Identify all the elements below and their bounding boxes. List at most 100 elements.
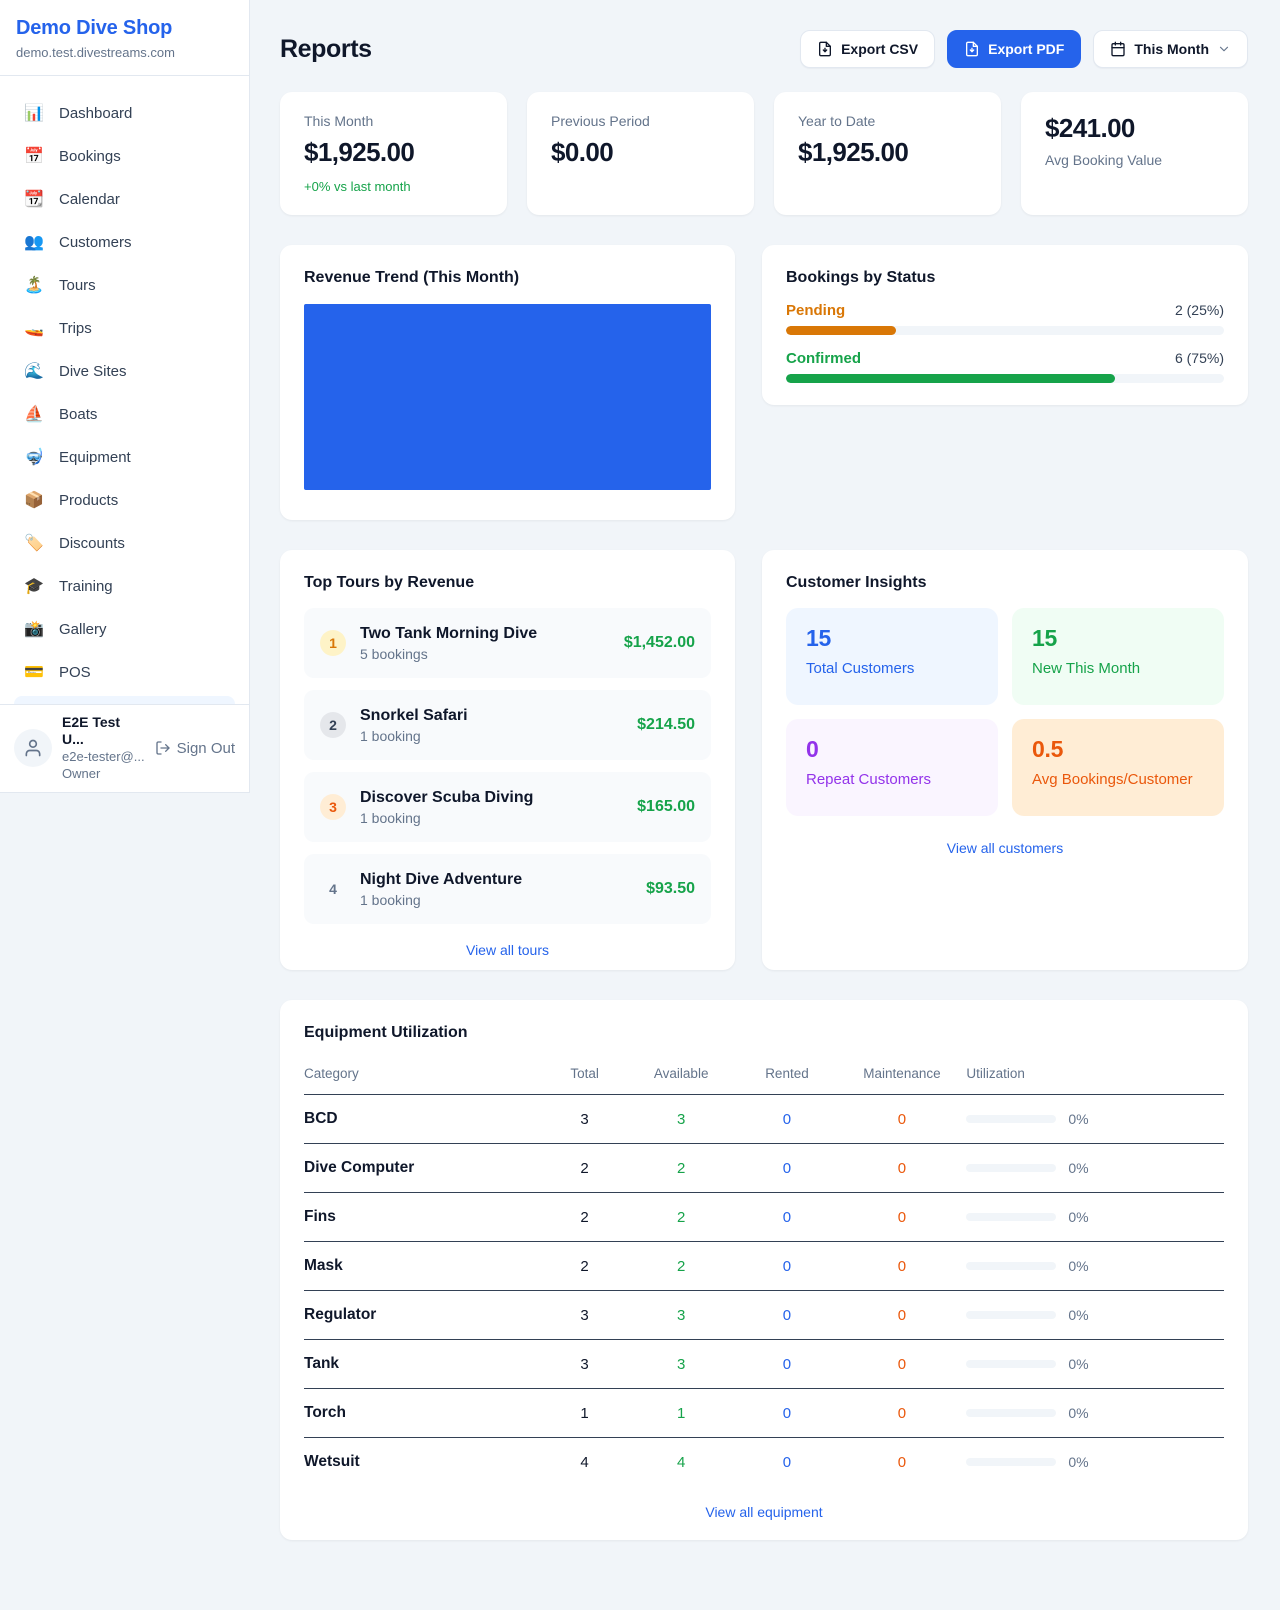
sign-out-button[interactable]: Sign Out <box>155 740 235 757</box>
utilization-label: 0% <box>1068 1356 1089 1372</box>
maintenance-cell: 0 <box>837 1290 967 1340</box>
utilization-label: 0% <box>1068 1454 1089 1470</box>
tour-name: Snorkel Safari <box>360 706 468 724</box>
table-row: Dive Computer 2 2 0 0 0% <box>304 1143 1224 1193</box>
total-cell: 1 <box>543 1388 626 1438</box>
column-header: Rented <box>736 1056 838 1095</box>
credit-card-icon: 💳 <box>24 664 44 681</box>
stat-label: Previous Period <box>551 113 650 129</box>
rank-badge: 3 <box>320 794 346 820</box>
utilization-cell: 0% <box>966 1241 1224 1291</box>
period-label: This Month <box>1134 41 1209 57</box>
category-cell: Mask <box>304 1241 544 1291</box>
sidebar-item-bookings[interactable]: 📅 Bookings <box>12 135 237 178</box>
available-cell: 2 <box>625 1192 737 1242</box>
tour-list: 1 Two Tank Morning Dive 5 bookings $1,45… <box>304 608 711 924</box>
rented-cell: 0 <box>736 1339 838 1389</box>
status-row-pending: Pending 2 (25%) <box>786 302 1224 335</box>
diving-mask-icon: 🤿 <box>24 449 44 466</box>
export-pdf-button[interactable]: Export PDF <box>947 30 1082 68</box>
tile-label: Repeat Customers <box>806 771 932 788</box>
sidebar-item-trips[interactable]: 🚤 Trips <box>12 307 237 350</box>
progress-track <box>786 326 1224 335</box>
available-cell: 3 <box>625 1094 737 1144</box>
sidebar-item-dive-sites[interactable]: 🌊 Dive Sites <box>12 350 237 393</box>
table-row: Regulator 3 3 0 0 0% <box>304 1290 1224 1340</box>
tour-bookings: 1 booking <box>360 809 421 826</box>
maintenance-cell: 0 <box>837 1094 967 1144</box>
speedboat-icon: 🚤 <box>24 320 44 337</box>
tile-total-customers: 15 Total Customers <box>786 608 998 705</box>
utilization-cell: 0% <box>966 1438 1224 1487</box>
sidebar-item-calendar[interactable]: 📆 Calendar <box>12 178 237 221</box>
period-dropdown[interactable]: This Month <box>1093 30 1248 68</box>
status-label: Pending <box>786 302 846 319</box>
stat-card-avg-booking-value: $241.00 Avg Booking Value <box>1021 92 1248 215</box>
maintenance-cell: 0 <box>837 1339 967 1389</box>
utilization-cell: 0% <box>966 1290 1224 1340</box>
maintenance-cell: 0 <box>837 1241 967 1291</box>
view-all-customers-link[interactable]: View all customers <box>946 840 1064 856</box>
sidebar-item-pos[interactable]: 💳 POS <box>12 651 237 694</box>
card-title: Equipment Utilization <box>304 1024 468 1041</box>
brand-name[interactable]: Demo Dive Shop <box>16 17 173 39</box>
utilization-label: 0% <box>1068 1160 1089 1176</box>
sidebar-item-training[interactable]: 🎓 Training <box>12 565 237 608</box>
utilization-track <box>966 1458 1057 1466</box>
sidebar-item-reports-active-partial[interactable] <box>14 696 235 704</box>
tour-bookings: 1 booking <box>360 891 421 908</box>
list-item: 4 Night Dive Adventure 1 booking $93.50 <box>304 854 711 924</box>
stats-row: This Month $1,925.00 +0% vs last month P… <box>280 92 1248 215</box>
stat-value: $0.00 <box>551 137 614 167</box>
category-cell: Wetsuit <box>304 1453 360 1470</box>
stat-label: This Month <box>304 113 374 129</box>
utilization-cell: 0% <box>966 1094 1224 1144</box>
avatar <box>14 729 52 767</box>
list-item: 2 Snorkel Safari 1 booking $214.50 <box>304 690 711 760</box>
total-cell: 2 <box>543 1143 626 1193</box>
sidebar-item-label: Trips <box>59 320 92 337</box>
sidebar-item-dashboard[interactable]: 📊 Dashboard <box>12 92 237 135</box>
stat-label: Avg Booking Value <box>1045 152 1163 168</box>
island-icon: 🏝️ <box>24 277 44 294</box>
tile-value: 0.5 <box>1032 736 1064 762</box>
utilization-track <box>966 1213 1057 1221</box>
sidebar-item-label: Discounts <box>59 535 125 552</box>
rented-cell: 0 <box>736 1094 838 1144</box>
view-all-equipment-link[interactable]: View all equipment <box>705 1504 823 1520</box>
table-row: Wetsuit 4 4 0 0 0% <box>304 1438 1224 1487</box>
page-header: Reports Export CSV Export PDF This Month <box>280 30 1248 68</box>
charts-row: Revenue Trend (This Month) Bookings by S… <box>280 245 1248 520</box>
total-cell: 3 <box>543 1094 626 1144</box>
sidebar-item-discounts[interactable]: 🏷️ Discounts <box>12 522 237 565</box>
header-actions: Export CSV Export PDF This Month <box>800 30 1248 68</box>
sidebar-item-label: Customers <box>59 234 132 251</box>
tour-name: Discover Scuba Diving <box>360 788 534 806</box>
export-csv-button[interactable]: Export CSV <box>800 30 936 68</box>
sidebar-item-label: Products <box>59 492 119 509</box>
page-title: Reports <box>280 34 372 63</box>
sidebar-item-gallery[interactable]: 📸 Gallery <box>12 608 237 651</box>
progress-fill <box>786 374 1115 383</box>
person-icon <box>25 739 41 757</box>
stat-value: $241.00 <box>1045 113 1135 143</box>
rank-badge: 1 <box>320 630 346 656</box>
calendar-icon <box>1111 41 1126 57</box>
rented-cell: 0 <box>736 1388 838 1438</box>
tour-bookings: 5 bookings <box>360 645 428 662</box>
table-row: Tank 3 3 0 0 0% <box>304 1339 1224 1389</box>
utilization-label: 0% <box>1068 1258 1089 1274</box>
sidebar-item-products[interactable]: 📦 Products <box>12 479 237 522</box>
sidebar-item-boats[interactable]: ⛵ Boats <box>12 393 237 436</box>
column-header: Available <box>625 1056 737 1095</box>
sidebar-item-tours[interactable]: 🏝️ Tours <box>12 264 237 307</box>
total-cell: 3 <box>543 1290 626 1340</box>
brand-domain: demo.test.divestreams.com <box>16 45 175 60</box>
sidebar-item-customers[interactable]: 👥 Customers <box>12 221 237 264</box>
view-all-tours-link[interactable]: View all tours <box>465 942 549 958</box>
utilization-track <box>966 1360 1057 1368</box>
sidebar-item-label: Dashboard <box>59 105 133 122</box>
table-row: Fins 2 2 0 0 0% <box>304 1192 1224 1242</box>
sidebar-item-equipment[interactable]: 🤿 Equipment <box>12 436 237 479</box>
package-icon: 📦 <box>24 492 44 509</box>
